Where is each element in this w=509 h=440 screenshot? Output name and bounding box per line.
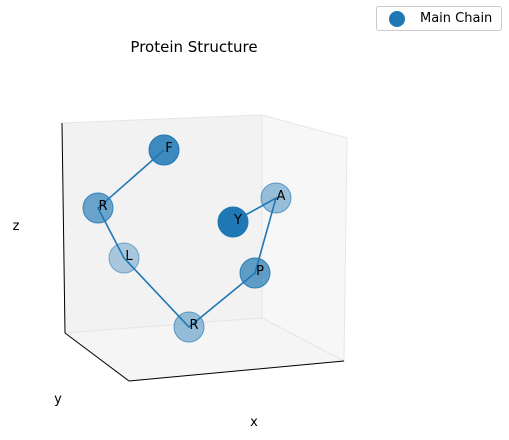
residue-point-3 (173, 311, 205, 343)
chart-title: Protein Structure (130, 38, 257, 56)
x-axis-label: x (250, 415, 258, 430)
residue-label-6: Y (233, 213, 242, 228)
z-axis-label: z (13, 219, 20, 234)
legend-marker-main-chain (389, 11, 405, 27)
residue-label-5: A (277, 189, 286, 204)
y-axis-label: y (54, 392, 62, 407)
legend: Main Chain (376, 6, 502, 31)
back-right-pane (261, 114, 348, 362)
residue-point-4 (239, 257, 271, 289)
residue-point-2 (108, 242, 140, 274)
marker-layer: F R L R P A Y (82, 134, 292, 343)
y-axis-line (64, 332, 130, 382)
residue-point-6 (217, 206, 249, 238)
residue-label-0: F (165, 141, 172, 156)
residue-label-1: R (98, 199, 107, 214)
residue-point-5 (260, 182, 292, 214)
z-axis-line (61, 122, 66, 334)
residue-label-2: L (125, 249, 133, 264)
residue-point-1 (82, 192, 114, 224)
x-axis-line (128, 360, 345, 382)
legend-label-main-chain: Main Chain (420, 11, 493, 26)
residue-label-4: P (256, 264, 264, 279)
residue-label-3: R (189, 318, 198, 333)
residue-point-0 (148, 134, 180, 166)
